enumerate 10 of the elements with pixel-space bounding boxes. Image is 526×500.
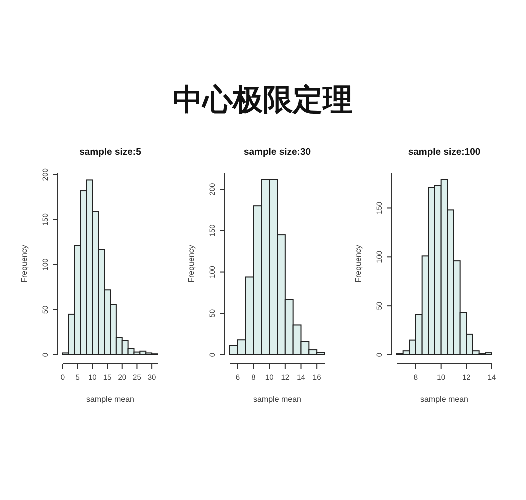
y-axis-title: Frequency — [354, 245, 363, 283]
chart-title: sample size:30 — [244, 147, 312, 158]
chart-title: sample size:100 — [408, 147, 481, 158]
x-axis-title: sample mean — [253, 395, 302, 404]
chart-title: sample size:5 — [80, 147, 142, 158]
x-axis-title: sample mean — [420, 395, 469, 404]
text: 中心极限定理 — [173, 83, 353, 118]
y-axis-title: Frequency — [20, 245, 29, 283]
x-axis-title: sample mean — [86, 395, 135, 404]
y-axis-title: Frequency — [187, 245, 196, 283]
